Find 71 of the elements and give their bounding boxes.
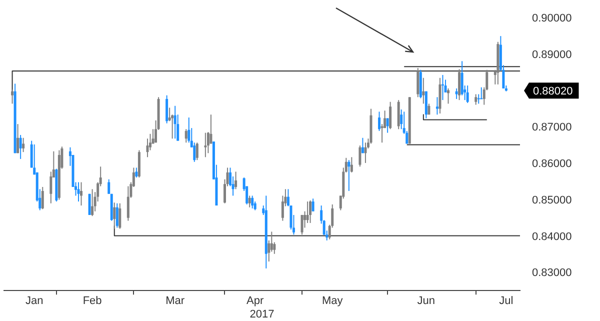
candlestick [477, 94, 480, 104]
y-tick-label: 0.84000 [532, 230, 572, 243]
x-tick-label: May [322, 295, 344, 308]
candlestick [91, 188, 94, 217]
candlestick [88, 193, 91, 216]
candlestick [248, 195, 251, 208]
candlestick [458, 68, 461, 101]
candlestick [16, 124, 20, 154]
candlestick [424, 90, 428, 119]
x-tick-label: Mar [166, 295, 185, 308]
candlestick [80, 182, 83, 206]
candlestick [234, 171, 238, 190]
candlestick [378, 111, 381, 132]
candlestick [309, 200, 312, 224]
candlestick [386, 118, 389, 134]
text: 0.88020 [533, 86, 573, 98]
candlestick [447, 88, 450, 104]
candlestick [364, 142, 367, 164]
candlestick [436, 96, 438, 116]
candlestick [126, 186, 130, 222]
candlestick [300, 214, 304, 236]
candlestick [441, 74, 444, 101]
candlestick [358, 145, 362, 168]
candlestick [204, 132, 207, 158]
candlestick [19, 134, 22, 160]
candlestick [361, 137, 364, 154]
candlestick [348, 160, 350, 192]
candlestick [116, 202, 118, 228]
x-axis-title: 2017 [250, 308, 274, 320]
candlestick [312, 198, 314, 212]
candlestick [135, 167, 138, 178]
candlestick [50, 171, 52, 204]
candlestick [118, 202, 122, 230]
candlestick [166, 94, 168, 124]
candlestick [184, 128, 188, 144]
candlestick [474, 94, 478, 106]
y-tick-label: 0.83000 [532, 267, 572, 280]
candlestick [400, 109, 403, 130]
candlestick [30, 140, 33, 168]
candlestick [188, 117, 190, 144]
x-tick-label: Jul [499, 295, 514, 308]
candlestick [466, 85, 469, 104]
candlestick [306, 201, 309, 224]
candlestick [273, 242, 276, 254]
candlestick [41, 186, 44, 210]
candlestick [193, 142, 196, 162]
candlestick [196, 142, 198, 161]
candlestick [480, 86, 483, 100]
candlestick [422, 77, 425, 104]
candlestick [77, 182, 80, 202]
candlestick [146, 138, 149, 158]
x-tick-label: Apr [246, 295, 264, 308]
candlestick [389, 101, 392, 130]
y-tick-label: 0.90000 [532, 12, 572, 25]
candlestick [22, 137, 25, 153]
y-tick-label: 0.85000 [532, 194, 572, 206]
y-tick-label: 0.87000 [532, 122, 572, 134]
candlestick [11, 89, 14, 104]
candlestick [113, 202, 116, 230]
y-tick-label: 0.86000 [532, 158, 572, 170]
candlestick [108, 178, 110, 194]
candlestick [210, 114, 212, 144]
x-tick-label: Jan [25, 295, 44, 308]
candlestick [416, 68, 420, 98]
x-tick-label: Feb [82, 295, 102, 308]
candlestick [350, 156, 353, 173]
y-tick-label: 0.89000 [532, 48, 572, 61]
candlestick [174, 105, 176, 140]
x-tick-label: Jun [417, 295, 436, 308]
candlestick [460, 60, 464, 96]
candlestick [251, 195, 254, 209]
